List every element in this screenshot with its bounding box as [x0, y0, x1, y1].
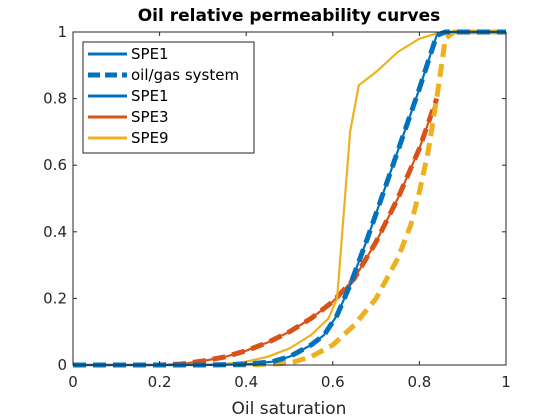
legend-label-spe9: SPE9 — [131, 129, 169, 147]
axes-box — [72, 31, 507, 366]
series-line-spe3-dashed — [73, 97, 440, 368]
axes-layer — [72, 31, 507, 366]
legend: SPE1 oil/gas system SPE1 SPE3 SPE9 — [82, 41, 255, 154]
series-layer — [73, 29, 506, 368]
legend-label-spe1-b: SPE1 — [131, 87, 169, 105]
x-tick-label: 0.8 — [407, 373, 431, 391]
y-tick-label: 0 — [57, 356, 67, 374]
legend-label-spe1: SPE1 — [131, 45, 169, 63]
chart-title: Oil relative permeability curves — [138, 6, 441, 26]
x-axis-label: Oil saturation — [232, 399, 347, 419]
y-tick-label: 0.8 — [43, 90, 67, 108]
series-line-spe9-dashed — [73, 29, 506, 368]
x-ticks: 0 0.2 0.4 0.6 0.8 1 — [68, 32, 511, 391]
y-tick-label: 0.2 — [43, 289, 67, 307]
y-tick-label: 0.4 — [43, 223, 67, 241]
x-tick-label: 0.6 — [321, 373, 345, 391]
series-line-spe1-dashed — [73, 29, 506, 368]
y-tick-label: 1 — [57, 23, 67, 41]
y-tick-label: 0.6 — [43, 156, 67, 174]
x-tick-label: 1 — [501, 373, 511, 391]
x-tick-label: 0 — [68, 373, 78, 391]
y-ticks: 0 0.2 0.4 0.6 0.8 1 — [43, 23, 506, 374]
x-tick-label: 0.4 — [234, 373, 258, 391]
legend-label-spe3: SPE3 — [131, 108, 169, 126]
legend-label-oil-gas: oil/gas system — [131, 66, 239, 84]
x-tick-label: 0.2 — [148, 373, 172, 391]
